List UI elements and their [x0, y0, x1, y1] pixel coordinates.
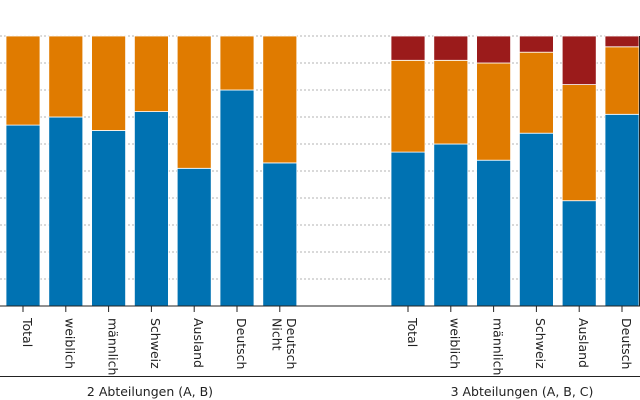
bar-segment-group1-series1-7	[262, 162, 298, 307]
x-tick-label: Deutsch	[619, 318, 634, 369]
group-label-1: 2 Abteilungen (A, B)	[87, 384, 213, 399]
bar-segment-group2-series1-4	[519, 132, 554, 307]
bar-segment-group2-series1-5	[561, 200, 597, 307]
bar-segment-group2-series2-5	[561, 84, 597, 202]
bar-segment-group2-series3-6	[604, 35, 640, 48]
bar-segment-group2-series2-1	[390, 59, 426, 153]
bar-segment-group1-series2-1	[5, 35, 41, 126]
bar-segment-group2-series1-2	[433, 143, 469, 307]
bar-segment-group1-series1-4	[133, 111, 169, 307]
bar-segment-group2-series1-3	[476, 159, 512, 307]
x-tick-label: Deutsch	[234, 318, 249, 369]
bars	[5, 35, 640, 307]
bar-segment-group2-series3-3	[476, 35, 512, 64]
bar-segment-group2-series3-2	[433, 35, 469, 61]
x-tick-label: Total	[405, 317, 420, 347]
bar-segment-group2-series1-1	[390, 151, 426, 307]
bar-segment-group1-series2-4	[133, 35, 169, 112]
bar-segment-group1-series1-6	[219, 89, 255, 307]
x-tick-label: männlich	[491, 318, 506, 375]
bar-segment-group2-series2-3	[476, 62, 512, 161]
x-tick-label: Ausland	[191, 318, 206, 368]
bar-segment-group2-series2-6	[604, 46, 640, 115]
bar-segment-group2-series3-5	[561, 35, 597, 85]
bar-segment-group1-series2-6	[219, 35, 255, 91]
x-tick-label: Schweiz	[534, 318, 549, 369]
x-tick-label: NichtDeutsch	[270, 318, 300, 369]
x-tick-label: Total	[20, 317, 35, 347]
x-tick-label: Schweiz	[149, 318, 164, 369]
bar-segment-group1-series1-2	[48, 116, 84, 307]
bar-segment-group2-series2-4	[519, 51, 554, 134]
bar-segment-group2-series1-6	[604, 113, 640, 307]
x-tick-label: weiblich	[448, 318, 463, 369]
bar-segment-group1-series2-3	[91, 35, 126, 131]
bar-segment-group1-series2-2	[48, 35, 84, 118]
x-tick-label: weiblich	[63, 318, 78, 369]
tick-labels: Total weiblich männlich Schweiz Ausland Deuts…	[20, 306, 634, 375]
bar-segment-group2-series2-2	[433, 59, 469, 145]
x-tick-label: männlich	[106, 318, 121, 375]
x-tick-label: Ausland	[576, 318, 591, 368]
bar-segment-group1-series2-5	[176, 35, 212, 169]
group-label-2: 3 Abteilungen (A, B, C)	[451, 384, 594, 399]
bar-segment-group2-series3-4	[519, 35, 554, 53]
bar-segment-group1-series1-1	[5, 124, 41, 307]
bar-segment-group1-series1-3	[91, 130, 126, 307]
bar-segment-group1-series1-5	[176, 167, 212, 307]
bar-segment-group2-series3-1	[390, 35, 426, 61]
bar-segment-group1-series2-7	[262, 35, 298, 164]
